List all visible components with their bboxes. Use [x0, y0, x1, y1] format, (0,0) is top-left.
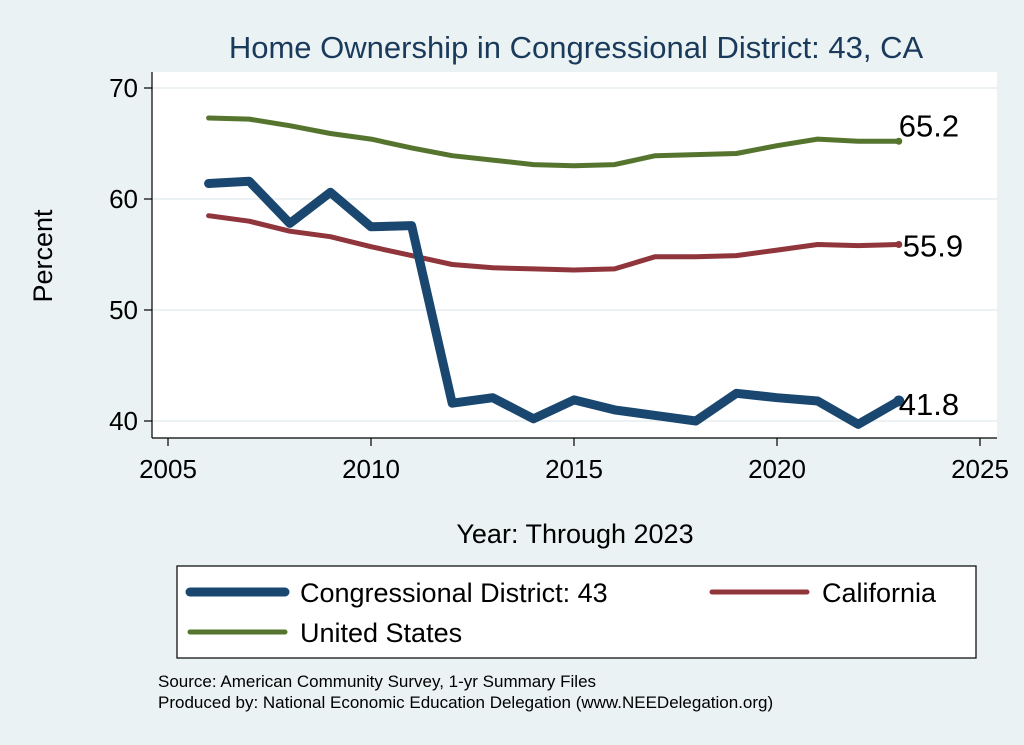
- series-end-point-district: [893, 395, 905, 407]
- x-tick-label-2010: 2010: [342, 454, 400, 484]
- x-tick-label-2015: 2015: [545, 454, 603, 484]
- x-tick-label-2025: 2025: [951, 454, 1009, 484]
- y-tick-label-70: 70: [109, 73, 138, 103]
- chart-title: Home Ownership in Congressional District…: [229, 30, 924, 65]
- x-axis-title: Year: Through 2023: [456, 519, 693, 549]
- series-line-united-states: [206, 115, 902, 169]
- axes: 40 50 60 70 2005 2010 2015 2020 2025: [109, 72, 1009, 484]
- end-label-district: 41.8: [899, 387, 959, 422]
- series-end-point-california: [895, 241, 903, 249]
- legend: Congressional District: 43 California Unit…: [185, 578, 937, 648]
- end-label-united-states: 65.2: [899, 108, 959, 143]
- legend-label-district: Congressional District: 43: [300, 578, 608, 608]
- y-axis-title: Percent: [28, 209, 58, 303]
- legend-label-united-states: United States: [300, 618, 462, 648]
- source-note: Source: American Community Survey, 1-yr …: [158, 672, 596, 691]
- x-tick-label-2020: 2020: [748, 454, 806, 484]
- producer-note: Produced by: National Economic Education…: [158, 693, 773, 712]
- y-tick-label-40: 40: [109, 406, 138, 436]
- series-end-point-united-states: [895, 137, 903, 145]
- legend-box: [176, 565, 977, 659]
- series-lines: [204, 115, 905, 429]
- x-tick-label-2005: 2005: [139, 454, 197, 484]
- end-label-california: 55.9: [903, 229, 963, 264]
- plot-area: [152, 72, 997, 438]
- y-tick-label-50: 50: [109, 295, 138, 325]
- series-line-district: [204, 176, 904, 429]
- y-tick-label-60: 60: [109, 184, 138, 214]
- end-labels: 41.8 55.9 65.2: [899, 108, 963, 422]
- series-line-california: [206, 213, 902, 273]
- legend-label-california: California: [822, 578, 937, 608]
